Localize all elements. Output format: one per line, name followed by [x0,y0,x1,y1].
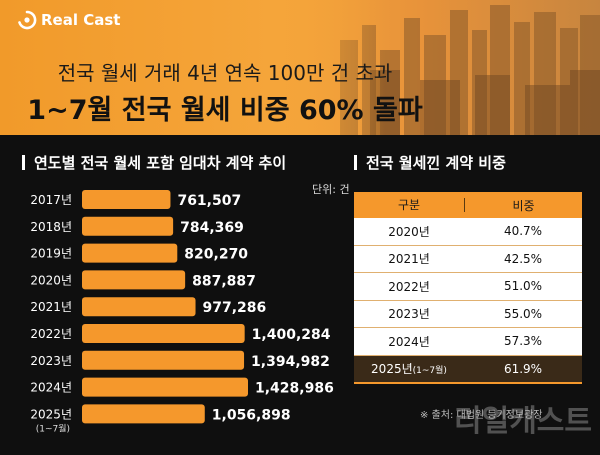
category-label: 2020년 [30,273,72,287]
monthly-rent-share-table: 구분 비중 2020년 40.7% 2021년 42.5% 2022년 51.0… [354,192,582,384]
category-label: 2018년 [30,220,72,234]
title-marker [22,155,25,170]
data-label: 820,270 [184,247,248,263]
table-cell-share: 61.9% [503,361,543,376]
bar [82,270,186,290]
bar [82,324,245,343]
category-label: 2021년 [30,300,72,314]
table-cell-share: 55.0% [503,306,543,321]
category-label: 2017년 [30,193,72,207]
data-label: 1,394,982 [251,354,330,370]
table-row: 2024년 57.3% [354,328,582,356]
bar [82,377,248,397]
city-skyline-illustration [270,0,600,135]
category-label: 2023년 [30,354,72,368]
rental-contracts-bar-chart: 2017년 761,507 2018년 784,369 2019년 820,270 2020… [30,190,334,434]
table-cell-year: 2021년 [388,252,430,267]
table-row: 2022년 51.0% [354,273,582,301]
table-cell-share: 51.0% [503,279,543,294]
table-cell-year: 2020년 [388,224,430,239]
watermark-text: 리얼캐스트 [454,404,592,439]
table-row: 2023년 55.0% [354,300,582,328]
headline-line-2: 1~7월 전국 월세 비중 60% 돌파 [27,95,423,126]
logo-text: Real Cast [41,11,121,29]
category-label: 2025년 [30,407,72,421]
data-label: 1,056,898 [212,407,291,423]
table-cell-year: 2024년 [388,334,430,349]
category-label: 2024년 [30,381,72,395]
table-cell-share: 40.7% [503,224,543,239]
bar [82,216,174,236]
bar [82,350,245,370]
right-section-title-text: 전국 월세낀 계약 비중 [366,154,506,172]
headline-line-1: 전국 월세 거래 4년 연속 100만 건 초과 [57,61,393,85]
category-label: 2022년 [30,327,72,341]
table-row: 2021년 42.5% [354,245,582,273]
bar [82,404,205,424]
logo-spiral-icon [18,10,37,30]
table-row-highlight: 2025년(1~7월) 61.9% [354,355,582,384]
table-cell-share: 42.5% [503,251,543,266]
data-label: 1,400,284 [252,327,331,343]
data-label: 887,887 [192,273,256,289]
table-cell-year: 2023년 [388,307,430,322]
table-cell-share: 57.3% [503,334,543,349]
table-header-share: 비중 [512,198,535,213]
table-header-year: 구분 [354,198,465,212]
category-label: 2019년 [30,247,72,261]
source-note: ※ 출처: 대법원 등기정보광장 [420,410,543,421]
table-cell-year: 2025년(1~7월) [354,360,464,377]
table-row: 2020년 40.7% [354,218,582,246]
brand-logo: Real Cast [16,9,120,31]
category-sublabel: (1~7월) [36,422,70,434]
table-cell-year-text: 2025년 [371,362,413,377]
table-cell-year: 2022년 [388,279,430,294]
bar [82,190,171,209]
data-label: 1,428,986 [255,381,334,397]
right-section-title: 전국 월세낀 계약 비중 [354,152,506,173]
unit-label: 단위: 건 [312,183,350,196]
bar [82,297,196,317]
title-marker [354,155,357,170]
data-label: 761,507 [177,193,241,209]
left-section-title: 연도별 전국 월세 포함 임대차 계약 추이 [22,152,286,173]
bar [82,243,178,263]
data-label: 784,369 [180,220,244,236]
table-cell-year-sub: (1~7월) [412,366,447,377]
header-banner: Real Cast 전국 월세 거래 4년 연속 100만 건 초과 1~7월 … [0,0,600,135]
left-section-title-text: 연도별 전국 월세 포함 임대차 계약 추이 [34,154,287,172]
data-label: 977,286 [203,300,267,316]
table-header-row: 구분 비중 [354,192,582,218]
